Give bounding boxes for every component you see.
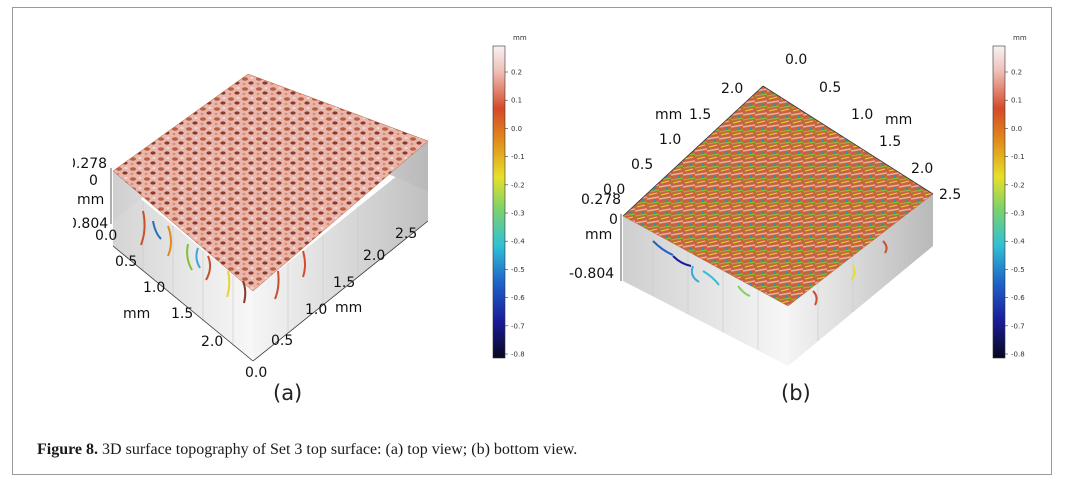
x-tick-b-4: 2.0 bbox=[911, 161, 933, 177]
colorbar-tick-label: -0.8 bbox=[511, 351, 525, 359]
colorbar-tick-label: 0.2 bbox=[1011, 69, 1022, 77]
panel-b: 0.0 0.5 1.0 1.5 mm 2.0 0.0 0.5 1.0 mm 1.… bbox=[563, 16, 1043, 406]
figure-caption: Figure 8. 3D surface topography of Set 3… bbox=[37, 441, 577, 459]
panel-a: 0.278 0 mm -0.804 0.0 0.5 1.0 mm 1.5 2.0… bbox=[73, 16, 553, 406]
colorbar-tick-label: -0.4 bbox=[511, 238, 525, 246]
z-axis-unit-a: mm bbox=[77, 192, 104, 208]
colorbar-tick-label: -0.5 bbox=[1011, 266, 1025, 274]
caption-label: Figure 8. bbox=[37, 441, 99, 458]
colorbar-tick-label: -0.7 bbox=[511, 322, 525, 330]
x-tick-b-1: 0.5 bbox=[819, 80, 841, 96]
colorbar-tick-label: 0.0 bbox=[1011, 125, 1022, 133]
z-axis-bottom-b: -0.804 bbox=[569, 266, 614, 282]
z-axis-zero-a: 0 bbox=[89, 173, 98, 189]
z-axis-top-b: 0.278 bbox=[581, 192, 621, 208]
colorbar-tick-label: -0.4 bbox=[1011, 238, 1025, 246]
colorbar-tick-label: -0.5 bbox=[511, 266, 525, 274]
y-tick-b-2: 1.0 bbox=[659, 132, 681, 148]
y-axis-unit-a: mm bbox=[123, 306, 150, 322]
colorbar-tick-label: -0.2 bbox=[1011, 181, 1025, 189]
surface-plot-a: 0.278 0 mm -0.804 0.0 0.5 1.0 mm 1.5 2.0… bbox=[73, 34, 527, 381]
y-axis-unit-b: mm bbox=[655, 107, 682, 123]
colorbar-tick-label: -0.8 bbox=[1011, 351, 1025, 359]
x-tick-a-4: 2.0 bbox=[363, 248, 385, 264]
colorbar-tick-label: 0.1 bbox=[1011, 97, 1022, 105]
colorbar-tick-label: -0.6 bbox=[1011, 294, 1025, 302]
colorbar-tick-label: -0.2 bbox=[511, 181, 525, 189]
z-axis-top-a: 0.278 bbox=[73, 156, 107, 172]
colorbar-tick-label: -0.3 bbox=[511, 210, 525, 218]
y-tick-b-1: 0.5 bbox=[631, 157, 653, 173]
colorbar-ticks-a: 0.2 0.1 0.0 -0.1 -0.2 -0.3 -0.4 -0.5 -0.6 -0.7 -0.… bbox=[505, 69, 525, 359]
colorbar-ticks-b: 0.2 0.1 0.0 -0.1 -0.2 -0.3 -0.4 -0.5 -0.6 -0.7 -0.… bbox=[1005, 69, 1025, 359]
z-axis-zero-b: 0 bbox=[609, 212, 618, 228]
figure-frame: 0.278 0 mm -0.804 0.0 0.5 1.0 mm 1.5 2.0… bbox=[12, 7, 1052, 475]
colorbar-a bbox=[492, 45, 506, 359]
x-tick-b-2: 1.0 bbox=[851, 107, 873, 123]
colorbar-b bbox=[992, 45, 1006, 359]
colorbar-tick-label: -0.7 bbox=[1011, 322, 1025, 330]
colorbar-tick-label: 0.0 bbox=[511, 125, 522, 133]
colorbar-tick-label: -0.1 bbox=[511, 153, 525, 161]
colorbar-tick-label: -0.3 bbox=[1011, 210, 1025, 218]
y-tick-b-4: 2.0 bbox=[721, 81, 743, 97]
x-tick-a-0: 0.0 bbox=[245, 365, 267, 381]
colorbar-tick-label: 0.1 bbox=[511, 97, 522, 105]
x-tick-a-5: 2.5 bbox=[395, 226, 417, 242]
x-tick-a-2: 1.0 bbox=[305, 302, 327, 318]
z-axis-unit-b: mm bbox=[585, 227, 612, 243]
surface-plot-b: 0.0 0.5 1.0 1.5 mm 2.0 0.0 0.5 1.0 mm 1.… bbox=[569, 34, 1027, 366]
colorbar-unit-b: mm bbox=[1013, 34, 1027, 42]
colorbar-unit-a: mm bbox=[513, 34, 527, 42]
y-tick-a-2: 1.0 bbox=[143, 280, 165, 296]
y-tick-b-3: 1.5 bbox=[689, 107, 711, 123]
x-tick-a-1: 0.5 bbox=[271, 333, 293, 349]
colorbar-tick-label: -0.1 bbox=[1011, 153, 1025, 161]
x-tick-b-0: 0.0 bbox=[785, 52, 807, 68]
y-tick-a-3: 1.5 bbox=[171, 306, 193, 322]
y-tick-a-0: 0.0 bbox=[95, 228, 117, 244]
x-axis-unit-a: mm bbox=[335, 300, 362, 316]
y-tick-b-0: 0.0 bbox=[603, 182, 625, 198]
y-tick-a-4: 2.0 bbox=[201, 334, 223, 350]
panel-label-a: (a) bbox=[273, 381, 303, 405]
z-axis-bottom-a: -0.804 bbox=[73, 216, 108, 232]
colorbar-tick-label: -0.6 bbox=[511, 294, 525, 302]
x-tick-b-3: 1.5 bbox=[879, 134, 901, 150]
x-tick-b-5: 2.5 bbox=[939, 187, 961, 203]
panel-label-b: (b) bbox=[781, 381, 811, 405]
colorbar-tick-label: 0.2 bbox=[511, 69, 522, 77]
caption-text: 3D surface topography of Set 3 top surfa… bbox=[98, 441, 578, 458]
x-axis-unit-b: mm bbox=[885, 112, 912, 128]
x-tick-a-3: 1.5 bbox=[333, 275, 355, 291]
y-tick-a-1: 0.5 bbox=[115, 254, 137, 270]
